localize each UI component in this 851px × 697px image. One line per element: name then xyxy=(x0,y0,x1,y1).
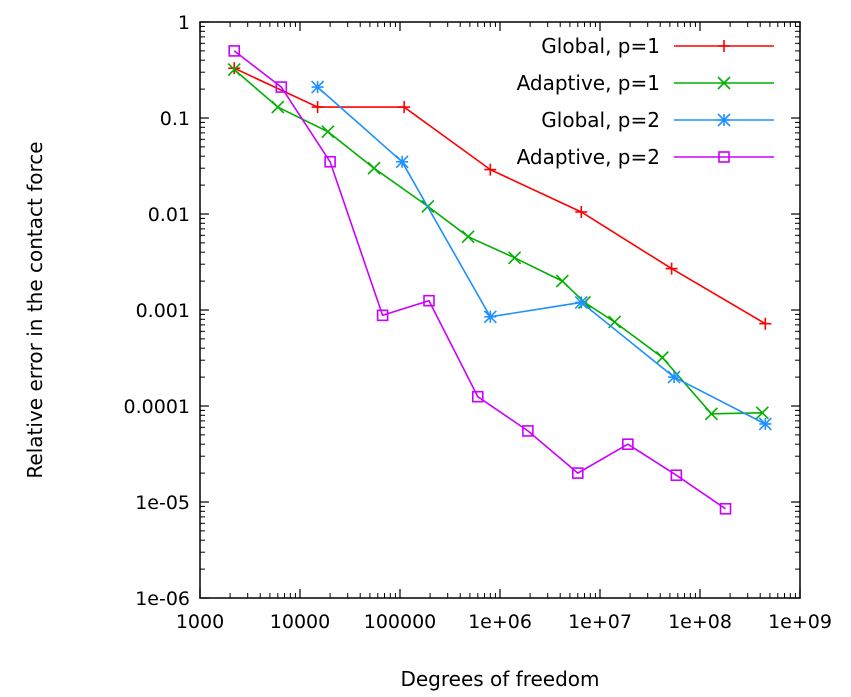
series-3 xyxy=(311,80,772,431)
data-point xyxy=(717,76,731,90)
axis-ticks: 1000 10000 100000 1e+06 1e+07 1e+08 1e+09 1 0.1 0… xyxy=(124,12,832,633)
legend-label: Global, p=1 xyxy=(541,34,660,58)
data-point xyxy=(655,350,669,365)
data-point xyxy=(718,151,730,163)
data-point xyxy=(522,425,534,437)
x-tick-label: 1e+06 xyxy=(468,611,532,633)
y-axis-label: Relative error in the contact force xyxy=(23,141,47,478)
legend-label: Adaptive, p=1 xyxy=(517,71,660,95)
data-point xyxy=(311,101,324,114)
data-point xyxy=(758,417,772,431)
data-point xyxy=(719,502,732,515)
data-point xyxy=(555,274,569,288)
series-layer xyxy=(227,45,772,515)
data-point xyxy=(461,230,475,244)
data-point xyxy=(321,125,335,139)
data-point xyxy=(311,80,325,94)
data-point xyxy=(271,100,285,114)
y-tick-label: 1e-06 xyxy=(135,588,190,610)
data-point xyxy=(718,40,730,52)
x-tick-label: 1000 xyxy=(176,611,224,633)
legend-label: Global, p=2 xyxy=(541,108,660,132)
data-point xyxy=(667,370,681,384)
x-tick-label: 100000 xyxy=(364,611,437,633)
y-tick-label: 1e-05 xyxy=(135,492,190,514)
series-2 xyxy=(227,62,769,421)
series-1 xyxy=(228,62,772,330)
data-point xyxy=(376,309,389,322)
data-point xyxy=(622,438,634,451)
plot-frame xyxy=(199,21,801,599)
data-point xyxy=(704,407,718,421)
legend: Global, p=1 Adaptive, p=1 Global, p=2 Adapt… xyxy=(517,34,774,169)
data-point xyxy=(395,155,409,169)
data-point xyxy=(472,390,484,403)
data-point xyxy=(575,205,588,218)
y-tick-label: 0.001 xyxy=(136,300,190,322)
data-point xyxy=(574,295,588,309)
x-tick-label: 1e+07 xyxy=(568,611,632,633)
data-point xyxy=(228,62,241,75)
legend-entry: Adaptive, p=2 xyxy=(517,145,774,169)
data-point xyxy=(228,45,241,57)
x-axis-label: Degrees of freedom xyxy=(400,667,599,691)
y-tick-label: 1 xyxy=(178,12,190,34)
data-point xyxy=(324,155,336,168)
data-point xyxy=(755,406,769,420)
data-point xyxy=(717,113,731,127)
data-point xyxy=(670,469,683,482)
legend-entry: Adaptive, p=1 xyxy=(517,71,774,95)
y-tick-label: 0.01 xyxy=(148,204,190,226)
y-tick-label: 0.1 xyxy=(160,108,190,130)
data-point xyxy=(423,294,435,307)
data-point xyxy=(759,317,772,330)
data-point xyxy=(398,101,411,114)
y-tick-label: 0.0001 xyxy=(124,396,190,418)
x-tick-label: 1e+08 xyxy=(668,611,732,633)
legend-label: Adaptive, p=2 xyxy=(517,145,660,169)
data-point xyxy=(508,251,522,265)
data-point xyxy=(483,310,497,324)
series-line xyxy=(233,50,726,510)
x-tick-label: 1e+09 xyxy=(768,611,832,633)
data-point xyxy=(367,161,381,175)
data-point xyxy=(275,81,288,93)
data-point xyxy=(665,262,678,275)
series-4 xyxy=(228,45,732,515)
data-point xyxy=(484,163,497,176)
series-line xyxy=(233,68,763,415)
series-line xyxy=(317,86,766,425)
data-point xyxy=(572,467,584,479)
legend-entry: Global, p=2 xyxy=(541,108,774,132)
x-tick-label: 10000 xyxy=(270,611,330,633)
legend-entry: Global, p=1 xyxy=(541,34,774,58)
data-point xyxy=(227,62,241,77)
